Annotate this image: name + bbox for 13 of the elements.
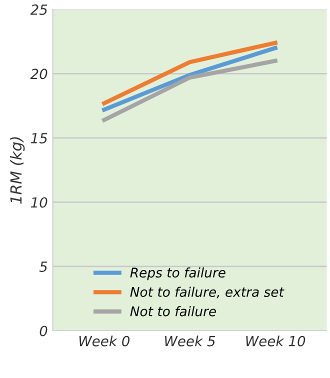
y-tick-label: 15 (30, 133, 48, 144)
y-tick-label: 10 (30, 197, 48, 208)
legend-label: Reps to failure (130, 267, 226, 280)
y-axis-title: 1RM (kg) (10, 137, 25, 204)
x-tick-label: Week 10 (246, 336, 306, 346)
legend-label: Not to failure (130, 306, 216, 316)
y-tick-label: 25 (30, 4, 48, 15)
legend-label: Not to failure, extra set (130, 286, 284, 298)
x-tick-label: Week 5 (165, 336, 216, 346)
y-tick-label: 0 (40, 326, 48, 336)
y-tick-label: 20 (30, 68, 48, 80)
y-tick-label: 5 (39, 262, 48, 272)
x-tick-label: Week 0 (79, 336, 130, 346)
